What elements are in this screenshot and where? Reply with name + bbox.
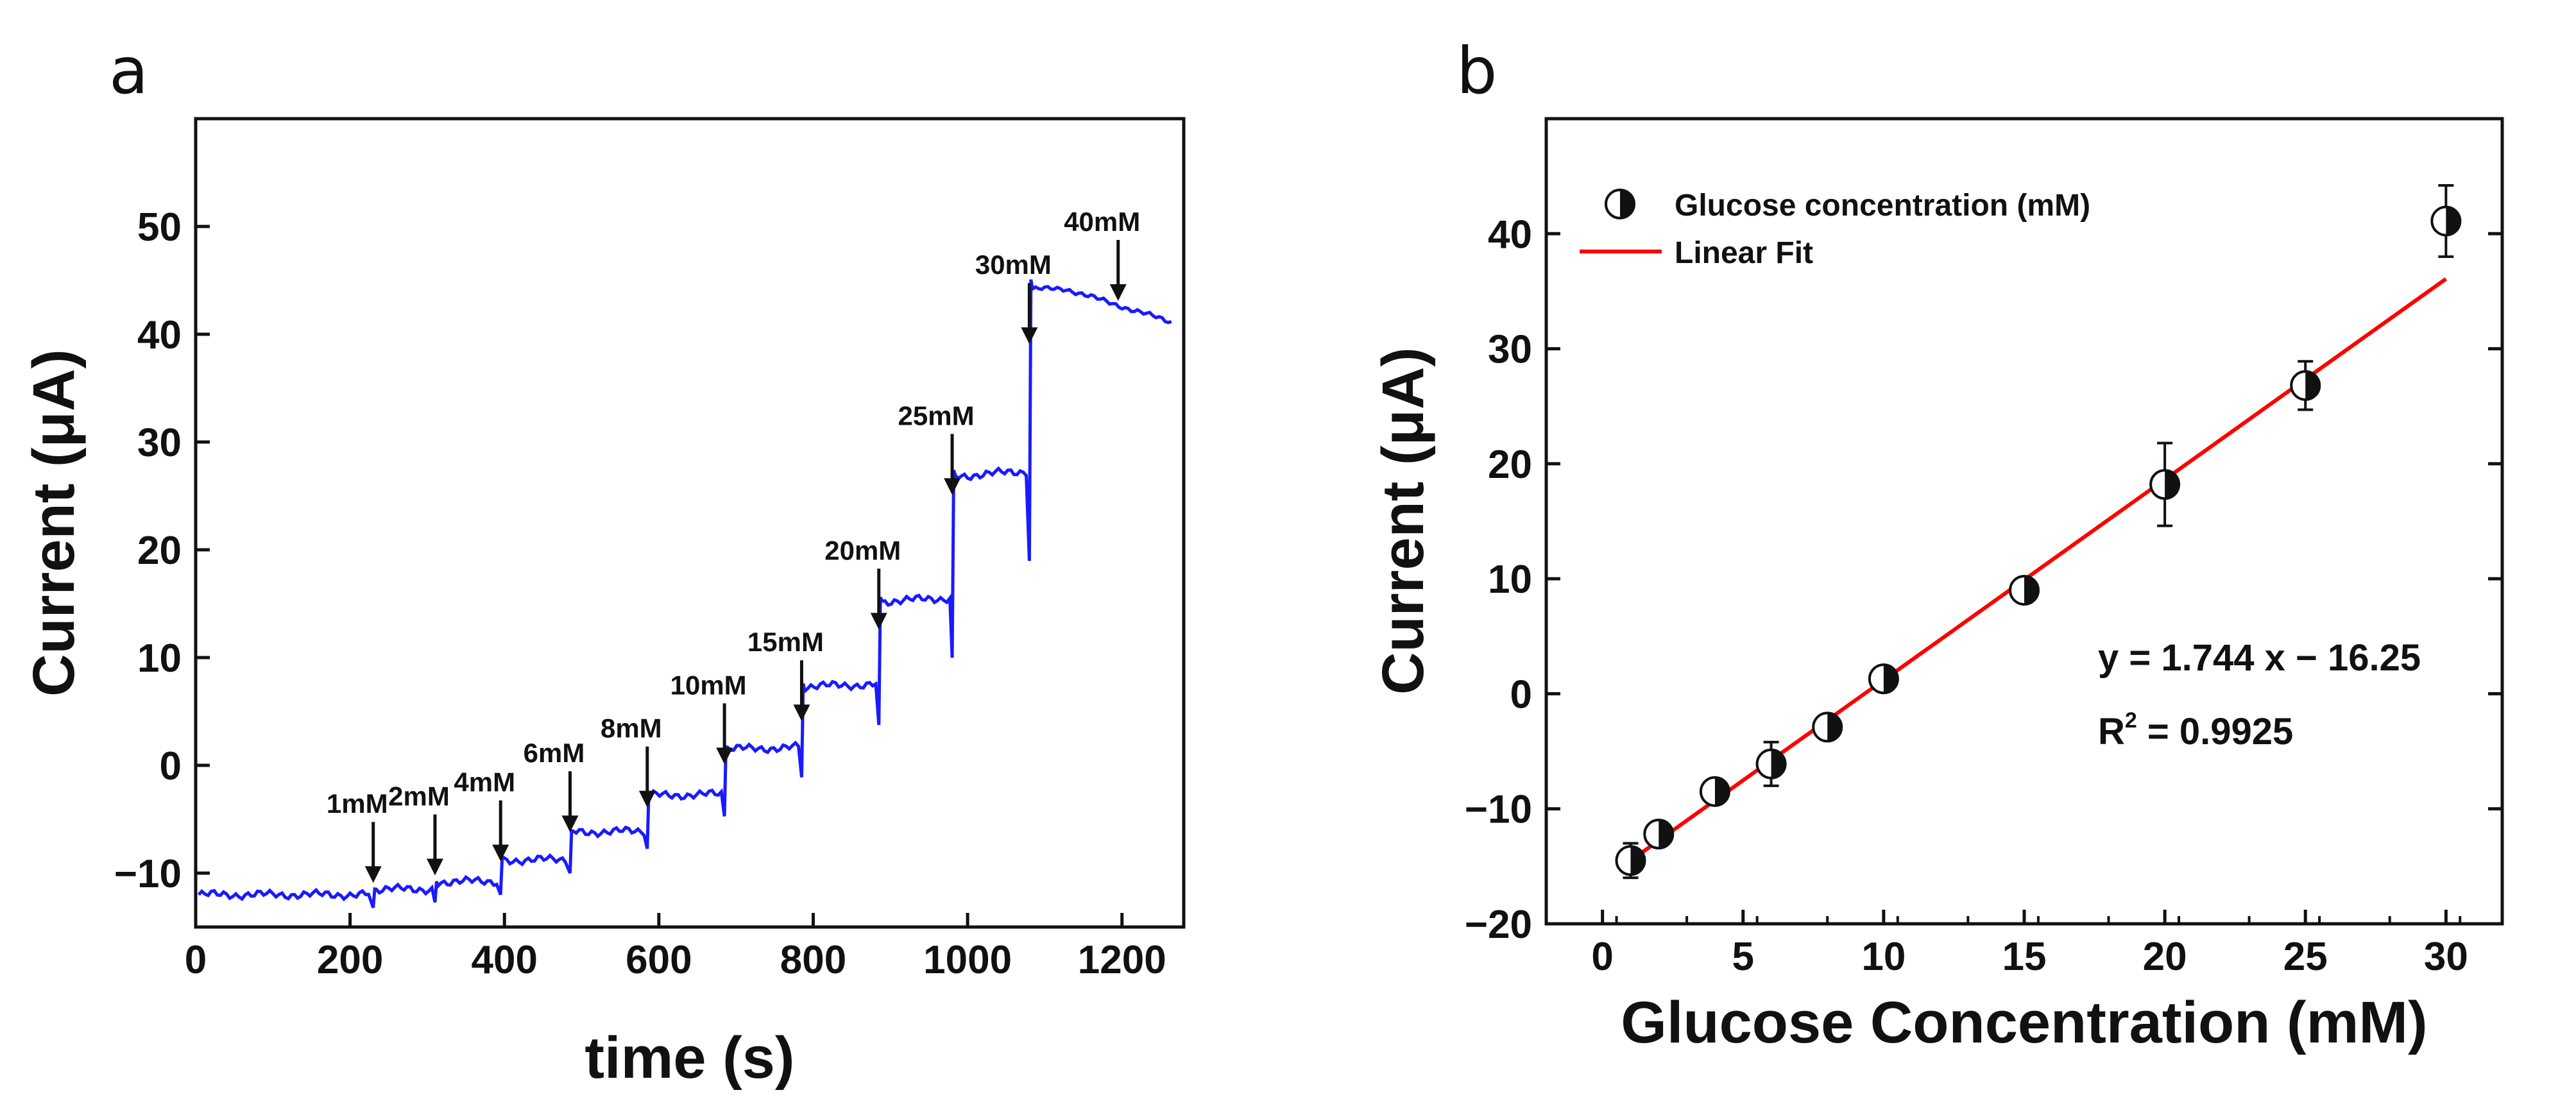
panel-b-letter: b	[1456, 33, 1497, 108]
chart-a-arrowhead	[716, 747, 733, 765]
chart-a-y-axis-title: Current (μA)	[21, 349, 87, 697]
chart-b-legend: Glucose concentration (mM) Linear Fit	[1580, 189, 2090, 270]
chart-b-x-tick-label: 25	[2283, 935, 2328, 979]
chart-a-annotation-label: 10mM	[670, 670, 747, 700]
chart-b-y-tick-label: −20	[1465, 903, 1532, 947]
legend-marker-half-filled	[1605, 189, 1635, 219]
chart-b-point-fill	[1827, 713, 1842, 742]
chart-a-arrowhead	[561, 815, 579, 833]
chart-b-linear-fit-line	[1629, 277, 2448, 862]
chart-b-y-tick-label: 30	[1488, 328, 1532, 372]
chart-a-x-tick-label: 0	[185, 938, 207, 982]
chart-b-x-tick-label: 5	[1732, 935, 1754, 979]
chart-a-x-tick-label: 1000	[923, 938, 1012, 982]
chart-b-x-tick-label: 10	[1861, 935, 1906, 979]
chart-a-annotation-label: 20mM	[824, 535, 901, 565]
chart-a-x-tick-label: 200	[317, 938, 383, 982]
chart-a-y-tick-label: 50	[137, 205, 182, 250]
chart-a-arrowhead	[638, 790, 656, 808]
chart-b-y-tick-label: 20	[1488, 443, 1532, 487]
chart-b-x-tick-label: 30	[2424, 935, 2468, 979]
chart-b-point-fill	[1883, 665, 1898, 693]
chart-a-annotation-label: 6mM	[524, 738, 585, 768]
legend-entry-linear-fit: Linear Fit	[1675, 236, 1813, 270]
chart-a-arrowhead	[492, 844, 509, 862]
chart-b-point-fill	[1771, 749, 1786, 778]
chart-b-y-tick-label: 0	[1510, 672, 1532, 717]
chart-b-point-fill	[1659, 820, 1673, 849]
panel-a-letter: a	[109, 33, 148, 108]
chart-a-x-axis-title: time (s)	[584, 1025, 794, 1091]
chart-b-y-tick-label: 10	[1488, 557, 1532, 602]
chart-b-ticks: 0 5 10 15 20 25 30 −20 −10 0 10 20 30 40	[1465, 212, 2502, 979]
chart-a-y-tick-label: −10	[114, 852, 182, 896]
chart-b-points	[1615, 183, 2462, 880]
chart-a-annotation-label: 15mM	[747, 627, 824, 657]
chart-b-y-tick-label: −10	[1465, 788, 1532, 832]
chart-a-series-line	[197, 279, 1172, 908]
chart-a-y-tick-label: 20	[137, 529, 182, 573]
chart-a-x-tick-label: 600	[626, 938, 692, 982]
chart-a-annotation-label: 25mM	[898, 400, 975, 430]
chart-b-r-squared: R2 = 0.9925	[2098, 708, 2293, 753]
chart-b-x-tick-label: 20	[2143, 935, 2187, 979]
chart-b-y-tick-label: 40	[1488, 212, 1532, 257]
chart-a-arrowhead	[1109, 284, 1127, 301]
chart-a-y-tick-label: 30	[137, 421, 182, 465]
chart-b-point-fill	[2024, 576, 2038, 605]
legend-entry-glucose: Glucose concentration (mM)	[1675, 189, 2090, 223]
chart-b-point-fill	[2446, 207, 2461, 235]
chart-a-y-tick-label: 0	[160, 744, 182, 788]
chart-b-x-axis-title: Glucose Concentration (mM)	[1621, 990, 2427, 1055]
chart-a-y-tick-label: 40	[137, 313, 182, 357]
chart-a-x-tick-label: 400	[472, 938, 538, 982]
chart-b-x-tick-label: 15	[2002, 935, 2047, 979]
chart-b-point-fill	[2305, 371, 2320, 400]
chart-a-annotation-label: 4mM	[454, 767, 515, 797]
chart-a-annotation-label: 1mM	[327, 788, 388, 819]
chart-b-x-tick-label: 0	[1591, 935, 1613, 979]
chart-a-arrowhead	[1021, 327, 1038, 345]
chart-b-y-axis-title: Current (μA)	[1370, 347, 1436, 695]
chart-a-plot-frame	[194, 117, 1186, 929]
chart-a-x-tick-label: 800	[780, 938, 846, 982]
chart-b: 0 5 10 15 20 25 30 −20 −10 0 10 20 30 40 Glucose conc…	[1370, 117, 2504, 1055]
chart-a-arrowhead	[870, 613, 887, 630]
chart-a-annotation-label: 8mM	[601, 713, 662, 744]
chart-b-point-fill	[1714, 777, 1729, 806]
chart-a-arrowhead	[426, 858, 443, 876]
chart-a-x-tick-label: 1200	[1078, 938, 1166, 982]
chart-b-point-fill	[2165, 470, 2179, 499]
chart-b-fit-equation: y = 1.744 x − 16.25	[2098, 637, 2421, 679]
chart-a-arrowhead	[364, 866, 382, 883]
chart-a-arrowhead	[944, 478, 961, 495]
chart-a-annotation-label: 40mM	[1064, 207, 1140, 237]
chart-a-annotation-label: 30mM	[975, 250, 1052, 280]
chart-a-y-tick-label: 10	[137, 636, 182, 681]
chart-a-annotation-label: 2mM	[388, 781, 450, 811]
chart-b-point-fill	[1630, 846, 1645, 875]
chart-a-arrowhead	[793, 704, 810, 722]
